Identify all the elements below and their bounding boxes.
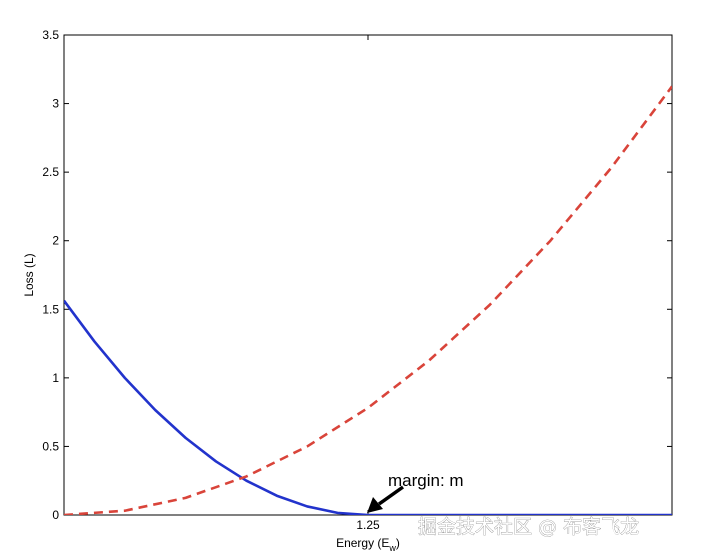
y-tick-label: 0.5: [42, 439, 59, 453]
y-axis-title: Loss (L): [22, 253, 36, 296]
margin-arrow-head: [367, 497, 383, 513]
x-tick-label: 1.25: [356, 518, 380, 532]
solid-series-line: [64, 299, 672, 515]
x-axis-title-main: Energy (E: [336, 536, 389, 550]
y-tick-label: 1: [52, 371, 59, 385]
plot-frame: [63, 34, 673, 516]
margin-annotation: margin: m: [367, 471, 464, 513]
x-axis-title-subscript: w: [388, 543, 396, 553]
x-axis-title: Energy (Ew): [336, 536, 400, 553]
y-tick-label: 1.5: [42, 302, 59, 316]
x-axis-title-close: ): [396, 536, 400, 550]
y-tick-label: 2: [52, 234, 59, 248]
y-tick-label: 2.5: [42, 165, 59, 179]
x-axis-ticks: 1.25: [356, 35, 380, 532]
watermark: 掘金技术社区 @ 布客飞龙: [418, 516, 639, 538]
y-tick-label: 0: [52, 508, 59, 522]
y-tick-label: 3: [52, 97, 59, 111]
margin-arrow-shaft: [377, 485, 405, 506]
dashed-series-line: [64, 85, 672, 515]
y-axis-ticks: 0 0.5 1 1.5 2 2.5 3 3.5: [42, 28, 672, 522]
y-tick-label: 3.5: [42, 28, 59, 42]
margin-annotation-label: margin: m: [388, 471, 464, 490]
